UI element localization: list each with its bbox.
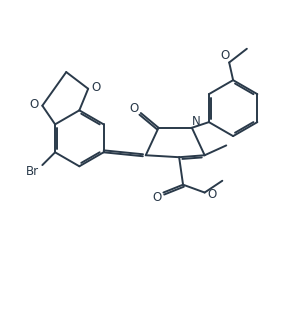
Text: Br: Br (26, 166, 39, 179)
Text: N: N (191, 115, 200, 128)
Text: O: O (129, 102, 139, 115)
Text: O: O (92, 81, 100, 94)
Text: O: O (207, 188, 216, 201)
Text: O: O (220, 49, 230, 62)
Text: O: O (152, 191, 161, 204)
Text: O: O (30, 98, 39, 111)
